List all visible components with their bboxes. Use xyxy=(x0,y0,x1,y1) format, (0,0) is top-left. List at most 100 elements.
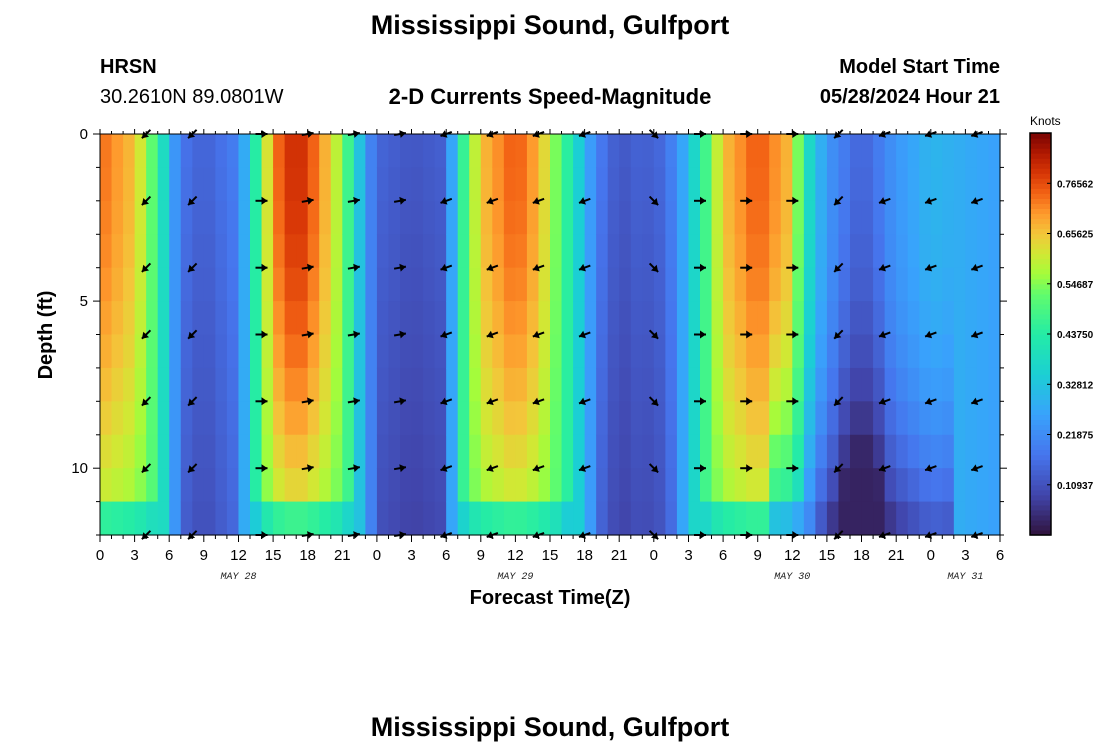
heatmap-cell xyxy=(180,367,193,402)
heatmap-cell xyxy=(192,468,205,503)
heatmap-cell xyxy=(215,401,228,436)
heatmap-cell xyxy=(538,401,551,436)
heatmap-cell xyxy=(376,334,390,369)
heatmap-cell xyxy=(273,501,286,536)
heatmap-cell xyxy=(365,234,378,269)
heatmap-cell xyxy=(515,200,528,235)
heatmap-cell xyxy=(803,301,816,336)
arrow-head xyxy=(188,532,196,540)
chart-title: Mississippi Sound, Gulfport xyxy=(370,10,730,40)
heatmap-cell xyxy=(388,501,401,536)
heatmap-cell xyxy=(180,234,193,269)
heatmap-cell xyxy=(826,234,840,269)
current-arrow xyxy=(141,463,152,474)
heatmap-cell xyxy=(226,234,240,269)
heatmap-cell xyxy=(215,167,228,202)
colorbar-swatch xyxy=(1030,464,1051,471)
heatmap-cell xyxy=(896,200,909,235)
heatmap-cell xyxy=(226,434,240,469)
heatmap-cell xyxy=(423,234,436,269)
heatmap-cell xyxy=(757,267,770,302)
heatmap-cell xyxy=(226,301,240,336)
heatmap-cell xyxy=(907,501,920,536)
heatmap-cell xyxy=(203,401,216,436)
heatmap-cell xyxy=(261,234,274,269)
heatmap-cell xyxy=(561,200,574,235)
heatmap-cell xyxy=(411,301,424,336)
heatmap-cell xyxy=(919,200,932,235)
heatmap-cell xyxy=(584,134,597,169)
heatmap-cell xyxy=(180,267,193,302)
heatmap-cell xyxy=(653,434,666,469)
heatmap-cell xyxy=(457,301,470,336)
heatmap-cell xyxy=(434,301,447,336)
current-arrow xyxy=(393,196,407,205)
x-tick-label: 6 xyxy=(996,547,1004,564)
heatmap-cell xyxy=(711,401,724,436)
heatmap-cell xyxy=(203,468,216,503)
heatmap-cell xyxy=(815,334,828,369)
heatmap-cell xyxy=(319,301,332,336)
colorbar-swatch xyxy=(1030,253,1051,260)
x-tick-label: 12 xyxy=(784,547,801,564)
heatmap-cell xyxy=(100,501,113,536)
current-arrow xyxy=(786,330,799,339)
heatmap-cell xyxy=(919,501,932,536)
heatmap-cell xyxy=(711,200,724,235)
heatmap-cell xyxy=(688,301,701,336)
heatmap-cell xyxy=(573,200,586,235)
heatmap-cell xyxy=(584,434,597,469)
arrow-head xyxy=(746,263,753,272)
heatmap-cell xyxy=(446,501,459,536)
colorbar-swatch xyxy=(1030,384,1051,390)
heatmap-cell xyxy=(769,367,782,402)
heatmap-cell xyxy=(238,301,251,336)
heatmap-cell xyxy=(273,434,286,469)
heatmap-cell xyxy=(284,468,297,503)
heatmap-cell xyxy=(746,468,759,503)
arrow-head xyxy=(579,464,586,472)
heatmap-cell xyxy=(700,200,713,235)
heatmap-cell xyxy=(653,167,666,202)
heatmap-cell xyxy=(896,134,909,169)
heatmap-cell xyxy=(965,468,978,503)
heatmap-cell xyxy=(619,200,632,235)
heatmap-cell xyxy=(273,334,286,369)
heatmap-cell xyxy=(411,134,424,169)
heatmap-cell xyxy=(780,167,793,202)
heatmap-cell xyxy=(515,434,528,469)
colorbar-swatch xyxy=(1030,389,1051,395)
heatmap-cell xyxy=(342,334,355,369)
heatmap-cell xyxy=(261,134,274,169)
heatmap-cell xyxy=(746,301,759,336)
heatmap-cell xyxy=(930,200,943,235)
heatmap-cell xyxy=(261,200,274,235)
heatmap-cell xyxy=(561,167,574,202)
arrow-head xyxy=(440,397,448,406)
heatmap-cell xyxy=(988,301,1001,336)
colorbar-swatch xyxy=(1030,444,1051,451)
heatmap-cell xyxy=(480,434,493,469)
heatmap-cell xyxy=(792,301,805,336)
heatmap-cell xyxy=(123,401,136,436)
heatmap-cell xyxy=(480,468,493,503)
heatmap-cell xyxy=(238,267,251,302)
heatmap-cell xyxy=(607,501,620,536)
heatmap-cell xyxy=(965,301,978,336)
current-arrow xyxy=(393,330,407,339)
colorbar-swatch xyxy=(1030,494,1051,501)
colorbar-swatch xyxy=(1030,223,1051,230)
heatmap-cell xyxy=(653,401,666,436)
heatmap-cell xyxy=(111,267,124,302)
heatmap-cell xyxy=(146,401,159,436)
x-tick-label: 0 xyxy=(927,547,935,564)
colorbar-swatch xyxy=(1030,484,1051,491)
heatmap-cell xyxy=(953,401,966,436)
heatmap-cell xyxy=(584,267,597,302)
heatmap-cell xyxy=(526,468,540,503)
heatmap-cell xyxy=(296,134,309,169)
heatmap-cell xyxy=(342,200,355,235)
arrow-head xyxy=(188,198,196,206)
x-tick-label: 15 xyxy=(265,547,282,564)
heatmap-cell xyxy=(111,434,124,469)
